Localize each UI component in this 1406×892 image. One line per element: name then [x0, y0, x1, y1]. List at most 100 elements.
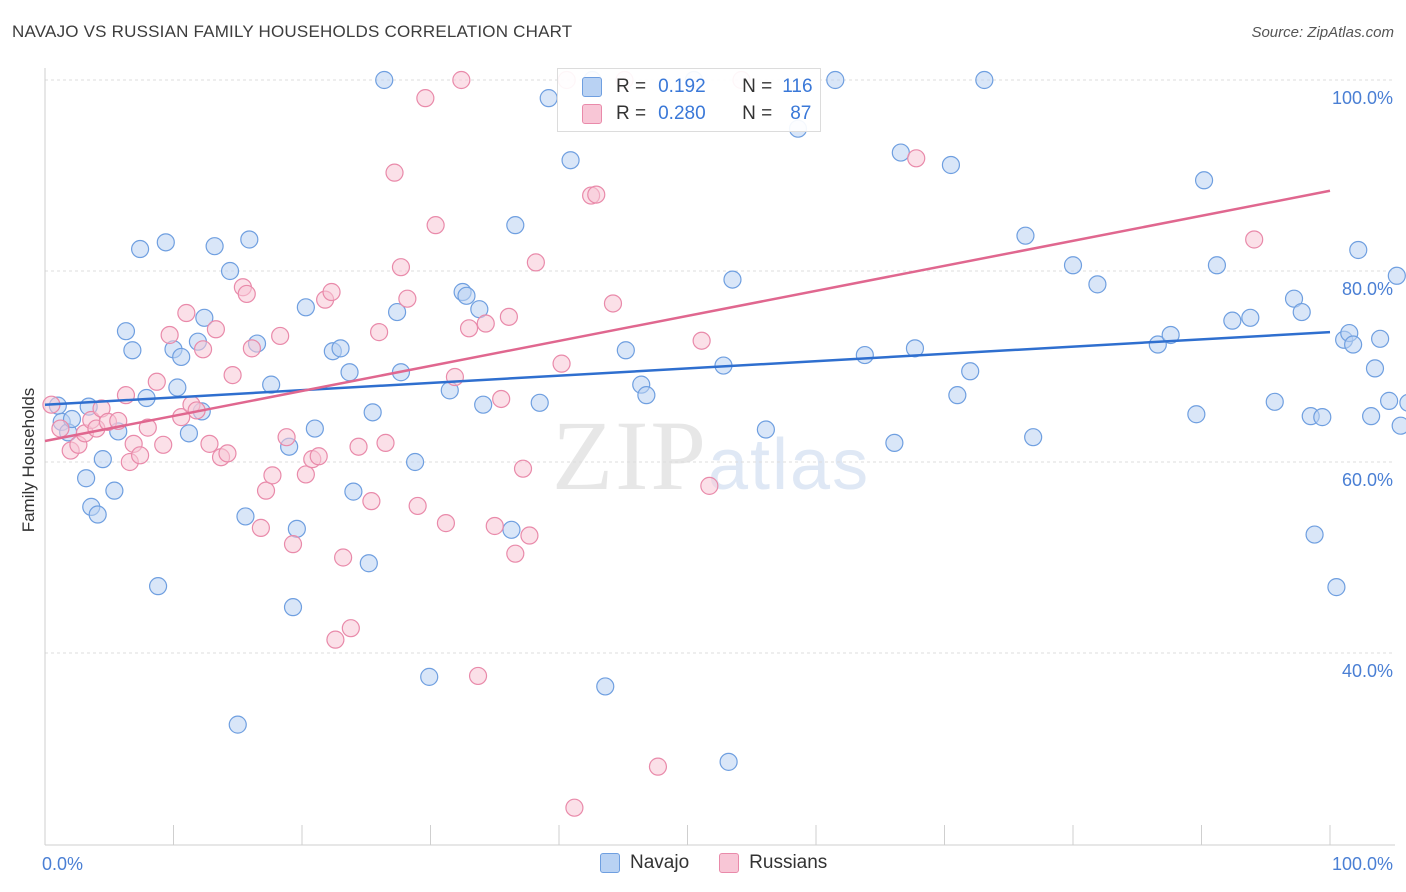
russians-point [526, 253, 545, 272]
navajo-point [975, 70, 994, 90]
navajo-point [723, 270, 742, 289]
chart-title: NAVAJO VS RUSSIAN FAMILY HOUSEHOLDS CORR… [12, 22, 573, 41]
legend-row-navajo: R = 0.192 N = 116 [582, 74, 813, 100]
navajo-point [363, 403, 382, 422]
russians-point [485, 516, 504, 536]
navajo-point [93, 450, 112, 469]
russians-point [334, 548, 353, 567]
navajo-point [905, 339, 925, 358]
russians-point [362, 492, 381, 511]
navajo-point [88, 505, 107, 524]
y-tick-label: 80.0% [1342, 279, 1393, 299]
navajo-point [359, 554, 378, 573]
russians-point [452, 70, 471, 90]
russians-point [513, 459, 533, 478]
y-tick-label: 100.0% [1332, 88, 1393, 108]
series-label-navajo: Navajo [630, 852, 690, 873]
russians-point [376, 433, 395, 452]
russians-point [385, 163, 404, 182]
navajo-point [148, 577, 168, 596]
x-tick-label: 0.0% [42, 854, 83, 874]
russians-point [283, 535, 303, 554]
axes [44, 68, 1395, 846]
russians-trend-line [44, 189, 1331, 443]
navajo-point [172, 347, 191, 367]
russians-point [263, 466, 282, 485]
watermark-zip: ZIP [552, 400, 708, 511]
navajo-point [1391, 416, 1406, 435]
navajo-point [205, 237, 224, 256]
navajo-point [1265, 392, 1284, 411]
navajo-point [236, 507, 255, 526]
legend-swatch-navajo [582, 77, 602, 97]
navajo-point [506, 216, 525, 235]
navajo-point [719, 752, 738, 771]
navajo-point [1399, 394, 1406, 412]
navajo-point [855, 345, 874, 365]
navajo-point [502, 520, 521, 539]
navajo-point [1187, 405, 1206, 424]
russians-point [193, 340, 213, 359]
legend-r-label-russians: R = [616, 103, 647, 124]
x-tick-label: 100.0% [1332, 854, 1393, 874]
legend-swatch-russians [582, 104, 602, 124]
navajo-point [1344, 335, 1363, 354]
russians-point [552, 354, 571, 373]
navajo-point [1241, 308, 1260, 327]
russians-point [468, 666, 488, 686]
navajo-point [891, 143, 910, 162]
watermark: ZIPatlas [552, 398, 870, 513]
navajo-point [1292, 302, 1311, 322]
navajo-point [305, 419, 324, 438]
series-label-russians: Russians [749, 852, 828, 873]
series-swatch-russians [719, 853, 740, 873]
legend-n-label-russians: N = [742, 103, 773, 124]
navajo-point [474, 395, 493, 414]
russians-point [700, 476, 719, 495]
navajo-point [596, 677, 615, 696]
navajo-point [375, 70, 394, 90]
navajo-point [296, 298, 315, 317]
watermark-atlas: atlas [708, 425, 871, 505]
russians-point [587, 185, 606, 204]
navajo-point [228, 715, 247, 734]
navajo-point [539, 89, 558, 108]
navajo-point [283, 598, 303, 617]
russians-point [476, 314, 495, 333]
russians-point [200, 434, 219, 453]
russians-point [426, 216, 445, 235]
russians-point [277, 428, 296, 447]
navajo-point [1088, 275, 1107, 294]
navajo-point [287, 519, 306, 538]
navajo-point [1380, 391, 1399, 410]
legend-n-label-navajo: N = [742, 76, 773, 97]
navajo-point [1305, 525, 1324, 544]
navajo-point [387, 302, 407, 322]
navajo-point [405, 452, 425, 472]
russians-point [408, 496, 427, 516]
navajo-point [156, 233, 175, 252]
navajo-point [1313, 408, 1332, 427]
russians-point [603, 294, 623, 313]
series-legend: Navajo Russians [600, 852, 857, 874]
series-legend-russians[interactable]: Russians [719, 852, 827, 874]
legend-r-label-navajo: R = [616, 76, 647, 97]
navajo-point [1016, 226, 1035, 245]
navajo-point [637, 386, 656, 405]
navajo-point [616, 341, 635, 360]
series-swatch-navajo [600, 853, 620, 873]
navajo-point [220, 261, 240, 281]
navajo-point [1223, 311, 1242, 330]
navajo-point [1024, 428, 1043, 447]
russians-point [154, 435, 173, 454]
navajo-point [195, 308, 214, 327]
navajo-point [1387, 266, 1406, 285]
russians-point [326, 630, 345, 649]
series-legend-navajo[interactable]: Navajo [600, 852, 689, 874]
russians-point [398, 289, 417, 308]
y-tick-label: 40.0% [1342, 661, 1393, 681]
navajo-point [105, 481, 124, 500]
navajo-point [1362, 407, 1381, 426]
navajo-point [168, 378, 187, 397]
